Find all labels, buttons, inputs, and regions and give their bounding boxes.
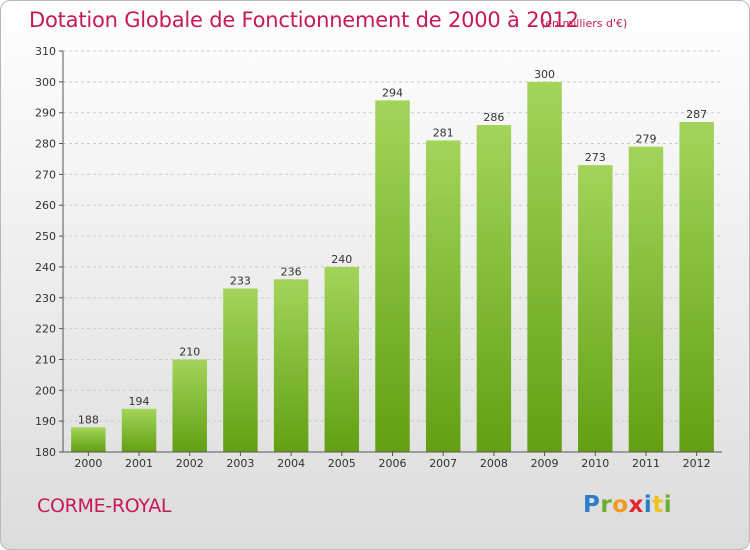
bar xyxy=(71,427,106,452)
axes xyxy=(62,51,722,453)
y-tick-label: 260 xyxy=(35,199,56,212)
y-tick-label: 280 xyxy=(35,138,56,151)
data-label: 287 xyxy=(686,108,707,121)
bar xyxy=(273,279,309,452)
chart-subtitle: (en milliers d'€) xyxy=(541,17,628,30)
bar xyxy=(223,288,258,452)
y-tick-label: 300 xyxy=(35,76,56,89)
bar xyxy=(628,146,664,452)
x-tick-label: 2011 xyxy=(632,457,660,470)
y-axis-ticks: 180 190 200 210 220 230 240 250 260 270 280 290 300 3… xyxy=(35,45,63,459)
y-tick-label: 250 xyxy=(35,230,56,243)
y-tick-label: 310 xyxy=(35,45,56,58)
data-label: 281 xyxy=(433,126,454,139)
data-label: 210 xyxy=(179,345,200,358)
y-tick-label: 200 xyxy=(35,384,56,397)
bar xyxy=(324,266,360,452)
y-tick-label: 210 xyxy=(35,353,56,366)
data-label: 279 xyxy=(635,133,656,146)
logo-letter: P xyxy=(583,492,601,518)
logo-letter: i xyxy=(643,492,653,518)
x-tick-label: 2005 xyxy=(328,457,356,470)
y-tick-label: 270 xyxy=(35,168,56,181)
commune-name: CORME-ROYAL xyxy=(37,495,172,517)
bar xyxy=(425,140,461,452)
x-tick-label: 2009 xyxy=(531,457,559,470)
bar xyxy=(375,100,410,452)
data-label: 236 xyxy=(281,265,302,278)
logo-letter: i xyxy=(663,492,673,518)
data-label: 233 xyxy=(230,275,251,288)
bar xyxy=(679,121,714,452)
bar xyxy=(476,125,512,453)
logo-letter: t xyxy=(652,492,664,518)
x-tick-label: 2004 xyxy=(277,457,305,470)
x-tick-label: 2002 xyxy=(176,457,204,470)
x-axis-ticks: 2000 2001 2002 2003 2004 2005 2006 2007 2008 2009… xyxy=(74,452,711,470)
bars xyxy=(71,81,714,453)
data-label: 188 xyxy=(78,413,99,426)
x-tick-label: 2001 xyxy=(125,457,153,470)
x-tick-label: 2010 xyxy=(581,457,609,470)
bar xyxy=(527,81,562,452)
data-label: 273 xyxy=(585,151,606,164)
data-labels: 188 194 210 233 236 240 294 281 286 300 273 279 287 xyxy=(78,68,707,426)
x-tick-label: 2006 xyxy=(379,457,407,470)
x-tick-label: 2003 xyxy=(226,457,254,470)
x-tick-label: 2007 xyxy=(429,457,457,470)
logo-letter: x xyxy=(628,492,644,518)
y-tick-label: 180 xyxy=(35,446,56,459)
data-label: 240 xyxy=(331,253,352,266)
bar xyxy=(578,165,613,452)
x-tick-label: 2012 xyxy=(683,457,711,470)
x-tick-label: 2008 xyxy=(480,457,508,470)
data-label: 194 xyxy=(129,395,150,408)
bar xyxy=(172,359,207,452)
proxiti-logo: Proxiti xyxy=(583,492,672,518)
chart-title: Dotation Globale de Fonctionnement de 20… xyxy=(29,8,579,32)
y-tick-label: 230 xyxy=(35,292,56,305)
logo-letter: r xyxy=(600,492,613,518)
data-label: 300 xyxy=(534,68,555,81)
data-label: 286 xyxy=(483,111,504,124)
x-tick-label: 2000 xyxy=(74,457,102,470)
y-tick-label: 290 xyxy=(35,107,56,120)
y-tick-label: 190 xyxy=(35,415,56,428)
bar xyxy=(121,408,157,452)
logo-letter: o xyxy=(612,492,629,518)
y-tick-label: 220 xyxy=(35,323,56,336)
data-label: 294 xyxy=(382,86,403,99)
y-tick-label: 240 xyxy=(35,261,56,274)
